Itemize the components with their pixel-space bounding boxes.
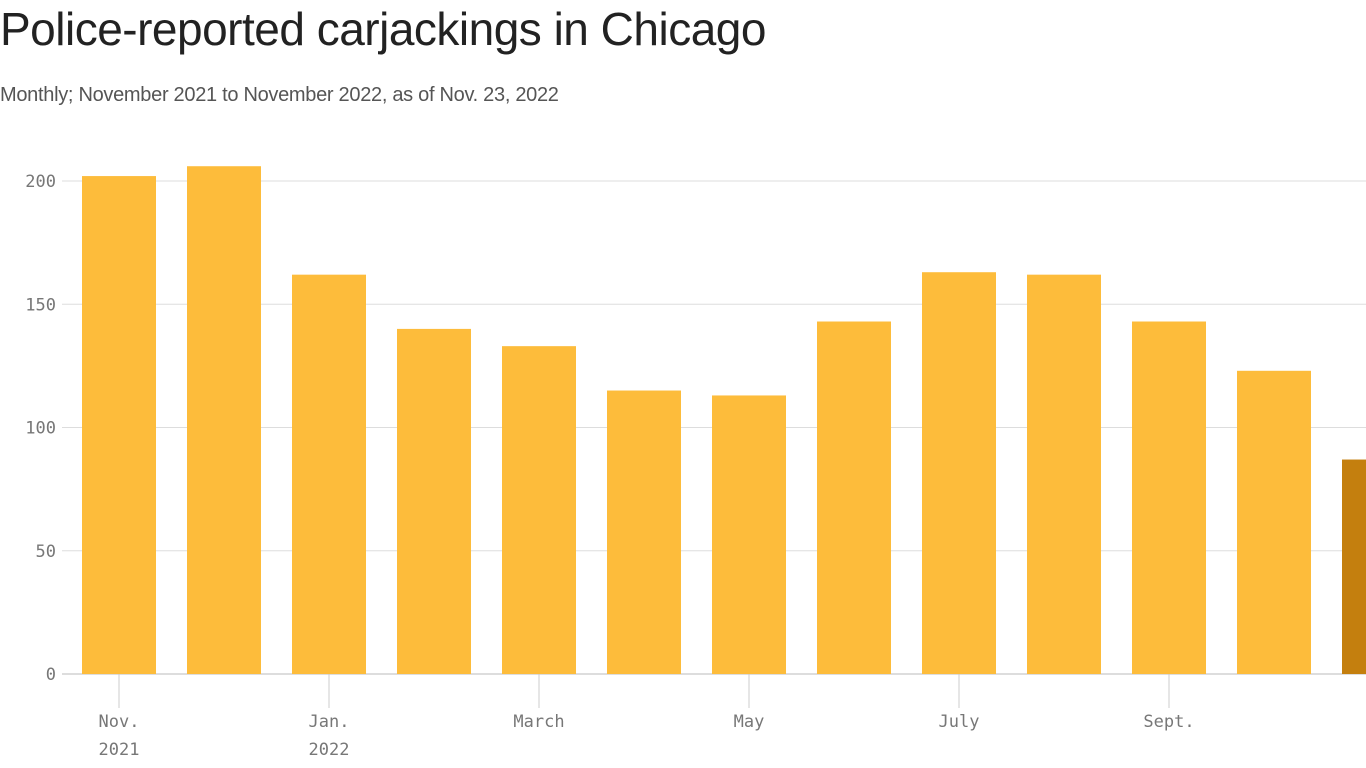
bar	[82, 176, 156, 674]
bar	[817, 321, 891, 674]
x-axis-labels: Nov. 2021 Jan. 2022 March May July Sept.	[99, 712, 1195, 760]
x-tick-label: Sept.	[1143, 712, 1194, 732]
x-tick-label: July	[939, 712, 980, 732]
y-axis-labels: 0 50 100 150 200	[25, 172, 56, 685]
bars	[82, 166, 1366, 674]
bar	[397, 328, 471, 674]
chart-subtitle: Monthly; November 2021 to November 2022,…	[0, 84, 559, 106]
y-tick-label: 100	[25, 419, 56, 439]
bar	[712, 395, 786, 674]
bar	[607, 390, 681, 674]
bar	[502, 346, 576, 674]
x-tick-label: May	[734, 712, 765, 732]
x-axis-ticks	[118, 674, 1170, 708]
bar	[187, 166, 261, 674]
bar	[292, 274, 366, 674]
x-tick-label: 2022	[309, 740, 350, 760]
x-tick-label: Nov.	[99, 712, 140, 732]
y-tick-label: 50	[36, 542, 56, 562]
y-tick-label: 150	[25, 295, 56, 315]
y-tick-label: 0	[46, 665, 56, 685]
chart-title: Police-reported carjackings in Chicago	[0, 3, 766, 55]
bar-highlight	[1342, 459, 1366, 674]
x-tick-label: Jan.	[309, 712, 350, 732]
bar	[922, 272, 996, 674]
y-tick-label: 200	[25, 172, 56, 192]
x-tick-label: March	[513, 712, 564, 732]
x-tick-label: 2021	[99, 740, 140, 760]
bar	[1027, 274, 1101, 674]
bar	[1132, 321, 1206, 674]
bar	[1237, 370, 1311, 674]
